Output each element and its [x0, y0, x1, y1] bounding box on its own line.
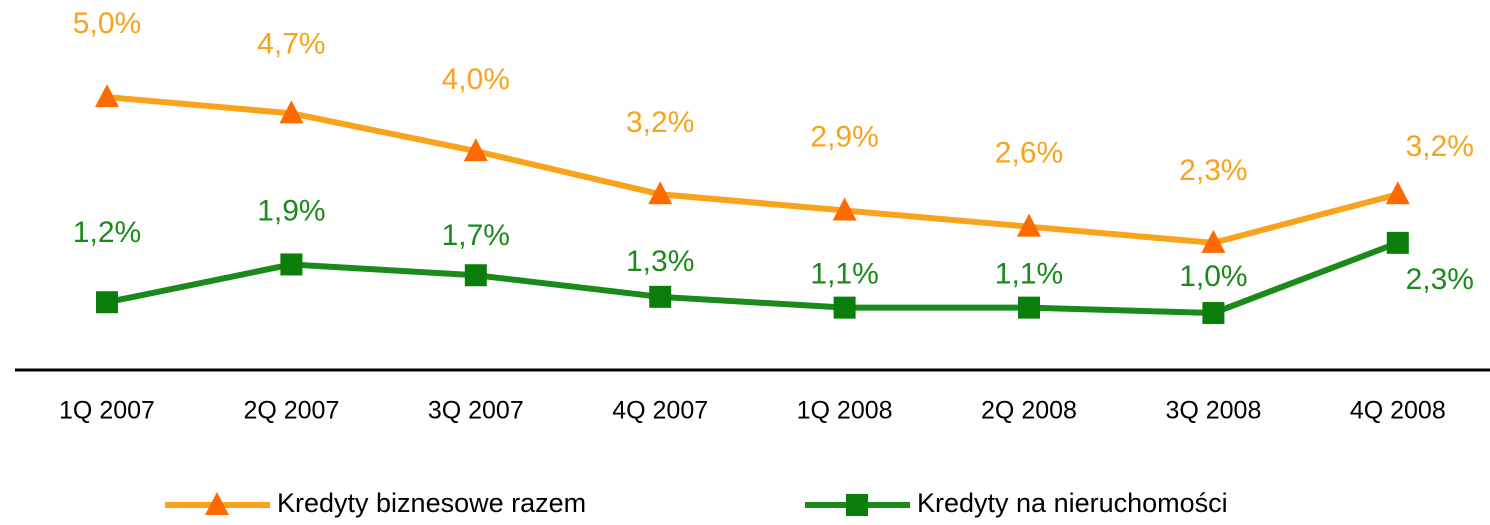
data-label: 2,9%	[810, 120, 878, 153]
square-marker	[96, 291, 118, 314]
triangle-marker	[95, 84, 119, 108]
x-tick-label: 1Q 2008	[797, 397, 893, 425]
x-tick-label: 3Q 2008	[1165, 397, 1261, 425]
triangle-marker	[1201, 229, 1226, 253]
square-marker	[1018, 296, 1040, 319]
data-label: 1,1%	[995, 258, 1063, 291]
data-label: 3,2%	[1406, 130, 1474, 163]
series-line	[106, 240, 1399, 317]
x-tick-label: 3Q 2007	[428, 397, 524, 425]
triangle-marker	[832, 197, 857, 221]
x-tick-label: 1Q 2007	[59, 397, 155, 425]
triangle-marker	[279, 100, 304, 124]
square-marker	[833, 296, 856, 319]
data-label: 2,3%	[1179, 154, 1247, 187]
data-label: 1,0%	[1179, 260, 1247, 293]
square-marker	[649, 285, 672, 308]
data-label: 2,3%	[1406, 263, 1474, 296]
triangle-marker	[1385, 181, 1410, 205]
square-marker	[1386, 231, 1409, 254]
data-label: 4,0%	[442, 63, 510, 96]
x-tick-label: 4Q 2008	[1350, 397, 1446, 425]
data-label: 5,0%	[73, 7, 141, 40]
x-tick-label: 2Q 2007	[243, 397, 339, 425]
square-marker	[846, 494, 868, 516]
x-tick-label: 4Q 2007	[612, 397, 708, 425]
data-label: 1,7%	[442, 219, 510, 252]
square-marker	[1202, 302, 1225, 325]
data-label: 3,2%	[626, 106, 694, 139]
triangle-marker	[648, 181, 673, 205]
x-tick-label: 2Q 2008	[981, 397, 1077, 425]
data-label: 1,2%	[73, 216, 141, 249]
triangle-marker	[1017, 213, 1041, 237]
legend-label: Kredyty na nieruchomości	[917, 488, 1228, 518]
legend-label: Kredyty biznesowe razem	[277, 488, 586, 518]
series-line	[106, 94, 1399, 246]
square-marker	[280, 253, 303, 276]
triangle-marker	[463, 138, 488, 162]
data-label: 1,1%	[810, 258, 878, 291]
data-label: 1,3%	[626, 245, 694, 278]
triangle-marker	[205, 492, 229, 515]
data-label: 2,6%	[995, 137, 1063, 170]
square-marker	[464, 264, 487, 287]
data-label: 4,7%	[257, 27, 325, 60]
data-label: 1,9%	[257, 194, 325, 227]
